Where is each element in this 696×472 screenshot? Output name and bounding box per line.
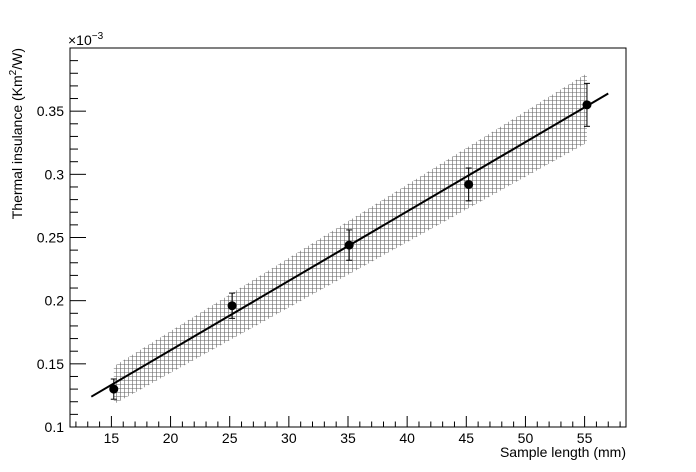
y-exponent-label: ×10−3 [68, 31, 104, 48]
data-marker [109, 384, 119, 394]
x-tick-label: 20 [163, 430, 179, 446]
y-tick-label: 0.2 [45, 293, 65, 309]
y-axis-title: Thermal insulance (Km2/W) [8, 48, 25, 219]
x-tick-label: 50 [518, 430, 534, 446]
data-point [109, 378, 119, 400]
y-axis-title-main: Thermal insulance (Km [9, 75, 25, 219]
data-point [582, 82, 592, 127]
x-tick-label: 25 [222, 430, 238, 446]
data-point [227, 292, 237, 319]
data-point [344, 229, 354, 261]
data-marker [227, 301, 237, 311]
data-marker [464, 179, 474, 189]
x-axis-title: Sample length (mm) [500, 444, 626, 460]
y-axis: 0.1 0.15 0.2 0.25 0.3 0.35 [37, 47, 86, 435]
data-marker [344, 240, 354, 250]
y-exponent-power: −3 [92, 31, 104, 42]
y-axis-title-end: /W) [9, 48, 25, 70]
x-tick-label: 15 [104, 430, 120, 446]
y-tick-label: 0.25 [37, 230, 64, 246]
confidence-band-layer [113, 73, 587, 405]
confidence-band [113, 73, 587, 405]
y-axis-title-sup: 2 [8, 69, 19, 75]
x-tick-label: 35 [340, 430, 356, 446]
data-marker [582, 100, 592, 110]
y-exponent-base: ×10 [68, 32, 92, 48]
y-tick-label: 0.35 [37, 103, 64, 119]
x-tick-label: 55 [577, 430, 593, 446]
data-point [464, 167, 474, 202]
y-tick-label: 0.3 [45, 166, 65, 182]
x-tick-label: 40 [399, 430, 415, 446]
x-axis: 15 20 25 30 35 40 45 50 55 [75, 416, 621, 446]
data-points-layer [109, 82, 592, 400]
x-tick-label: 45 [459, 430, 475, 446]
y-tick-label: 0.15 [37, 356, 64, 372]
x-tick-label: 30 [281, 430, 297, 446]
y-tick-label: 0.1 [45, 419, 65, 435]
